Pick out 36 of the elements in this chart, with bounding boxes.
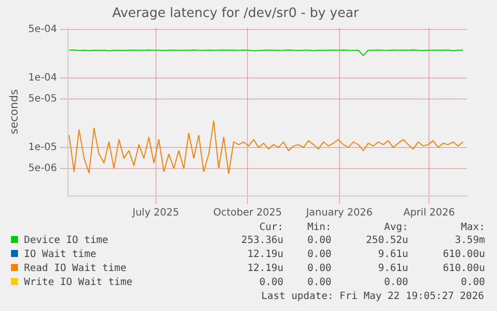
text: 610.00u (442, 248, 485, 262)
y-tick-label: 5e-04 (28, 24, 58, 35)
text: Min: (306, 222, 332, 234)
legend-label: Write IO Wait time (24, 277, 132, 288)
text: 0.00 (306, 234, 332, 248)
legend-label: IO Wait time (24, 249, 96, 260)
y-tick-label: 1e-05 (28, 142, 58, 154)
text: 3.59m (454, 234, 485, 248)
y-tick-label: 5e-05 (28, 93, 58, 104)
y-axis-title: seconds (7, 89, 20, 134)
chart-title: Average latency for /dev/sr0 - by year (112, 6, 360, 22)
legend-label: Device IO time (24, 235, 108, 246)
text: 9.61u (377, 248, 408, 262)
text: Cur: (258, 222, 284, 234)
text: Avg: (383, 222, 408, 234)
x-tick-label: January 2026 (305, 208, 373, 219)
text: 12.19u (246, 262, 284, 276)
text: 0.00 (306, 262, 332, 276)
text: 610.00u (442, 262, 485, 276)
text: Max: (460, 222, 485, 234)
x-tick-label: April 2026 (403, 208, 455, 219)
text: 0.00 (460, 276, 485, 290)
y-tick-label: 1e-04 (28, 72, 58, 84)
text: 250.52u (365, 234, 408, 248)
x-tick-label: July 2025 (132, 208, 180, 219)
text: 0.00 (383, 276, 408, 290)
text: 0.00 (258, 276, 284, 290)
x-tick-label: October 2025 (213, 208, 282, 219)
text: 253.36u (240, 234, 284, 248)
y-tick-label: 5e-06 (28, 162, 58, 174)
text: 0.00 (306, 248, 332, 262)
legend-label: Read IO Wait time (24, 263, 126, 274)
text: 12.19u (246, 248, 284, 262)
text: 0.00 (306, 276, 332, 290)
text: Last update: Fri May 22 19:05:27 2026 (260, 290, 485, 304)
text: 9.61u (377, 262, 408, 276)
